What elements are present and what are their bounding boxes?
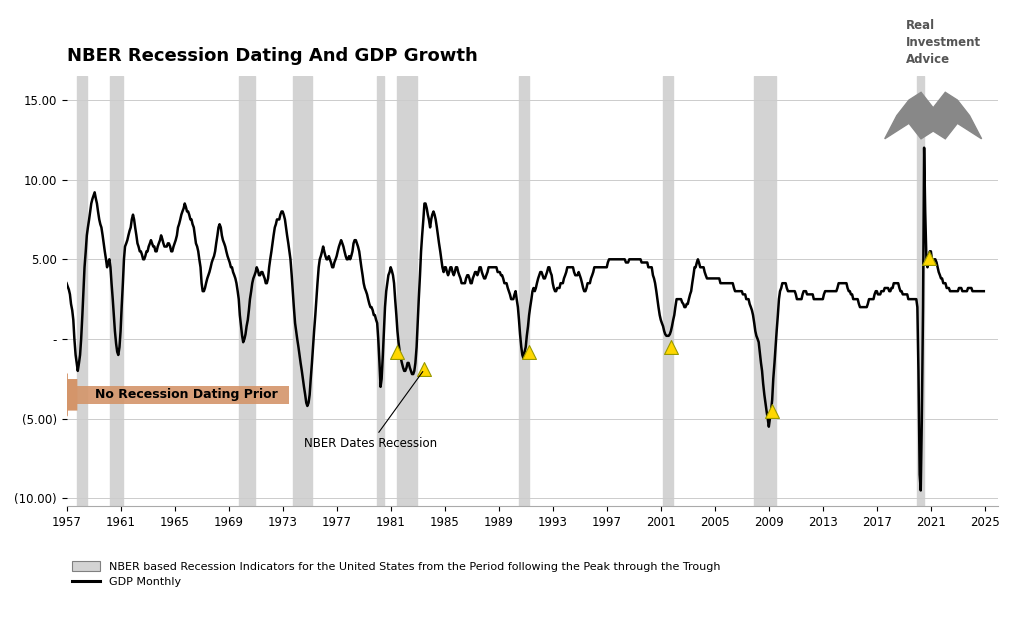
Text: No Recession Dating Prior: No Recession Dating Prior (95, 388, 279, 401)
Legend: NBER based Recession Indicators for the United States from the Period following : NBER based Recession Indicators for the … (72, 561, 720, 587)
Bar (77, 76, 87, 506)
Point (921, 253, 937, 263)
Point (416, 364, 432, 374)
Text: NBER Dates Recession: NBER Dates Recession (304, 372, 437, 451)
Point (764, 406, 780, 416)
Point (389, 347, 406, 357)
FancyArrow shape (51, 373, 78, 417)
Text: Real
Investment
Advice: Real Investment Advice (906, 19, 981, 66)
Text: NBER Recession Dating And GDP Growth: NBER Recession Dating And GDP Growth (67, 47, 477, 65)
Bar (664, 76, 673, 506)
Bar (755, 76, 775, 506)
Bar (918, 76, 924, 506)
Bar (397, 76, 417, 506)
Bar (377, 76, 384, 506)
Bar (293, 76, 312, 506)
Bar (111, 76, 123, 506)
Bar (519, 76, 529, 506)
Point (521, 347, 538, 357)
Point (663, 342, 679, 352)
Bar (239, 76, 255, 506)
FancyBboxPatch shape (71, 386, 290, 404)
